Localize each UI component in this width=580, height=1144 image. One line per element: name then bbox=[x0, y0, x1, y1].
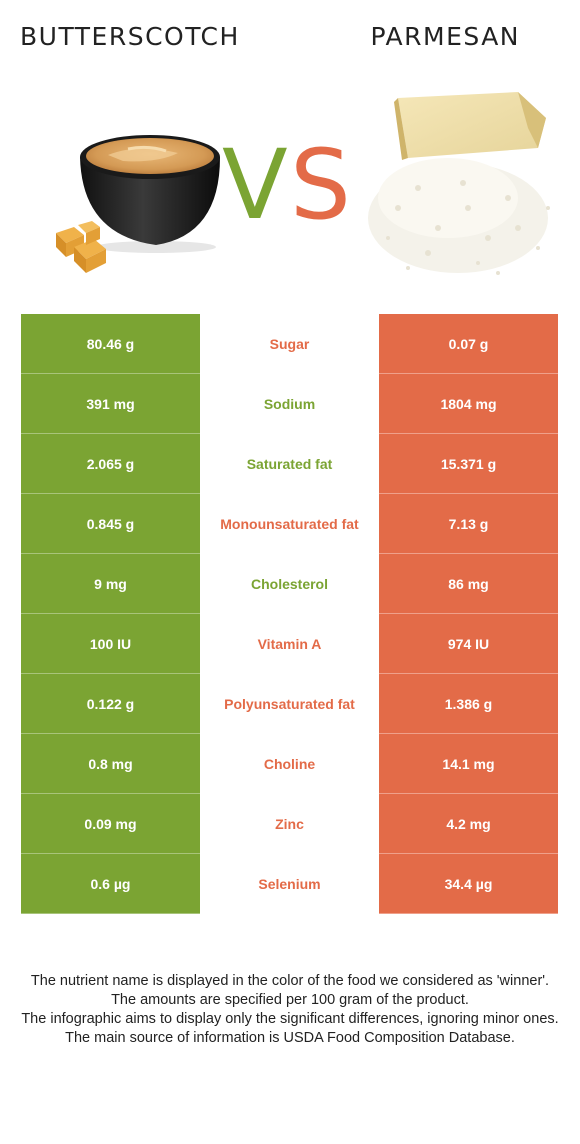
table-row: 0.6 µg Selenium 34.4 µg bbox=[21, 854, 558, 914]
parmesan-cheese-image bbox=[368, 92, 550, 275]
table-row: 2.065 g Saturated fat 15.371 g bbox=[21, 434, 558, 494]
footnote-line: The infographic aims to display only the… bbox=[21, 1011, 559, 1027]
table-row: 0.8 mg Choline 14.1 mg bbox=[21, 734, 558, 794]
vs-s-letter: S bbox=[290, 129, 351, 241]
table-row: 0.845 g Monounsaturated fat 7.13 g bbox=[21, 494, 558, 554]
right-value-cell: 1804 mg bbox=[379, 374, 558, 434]
left-value-cell: 0.09 mg bbox=[21, 794, 200, 854]
nutrient-name-cell: Choline bbox=[200, 734, 379, 794]
left-value-cell: 0.845 g bbox=[21, 494, 200, 554]
right-value-cell: 86 mg bbox=[379, 554, 558, 614]
table-row: 80.46 g Sugar 0.07 g bbox=[21, 314, 558, 374]
table-row: 9 mg Cholesterol 86 mg bbox=[21, 554, 558, 614]
left-value-cell: 100 IU bbox=[21, 614, 200, 674]
right-value-cell: 0.07 g bbox=[379, 314, 558, 374]
right-value-cell: 14.1 mg bbox=[379, 734, 558, 794]
right-value-cell: 4.2 mg bbox=[379, 794, 558, 854]
nutrient-name-cell: Cholesterol bbox=[200, 554, 379, 614]
footnote-line: The nutrient name is displayed in the co… bbox=[30, 973, 550, 989]
left-value-cell: 0.6 µg bbox=[21, 854, 200, 914]
left-food-title: BUTTERSCOTCH bbox=[20, 22, 240, 51]
nutrient-name-cell: Saturated fat bbox=[200, 434, 379, 494]
right-value-cell: 1.386 g bbox=[379, 674, 558, 734]
footnote-line: The amounts are specified per 100 gram o… bbox=[111, 992, 469, 1008]
footnote-line: The main source of information is USDA F… bbox=[65, 1030, 515, 1046]
table-row: 100 IU Vitamin A 974 IU bbox=[21, 614, 558, 674]
nutrient-name-cell: Vitamin A bbox=[200, 614, 379, 674]
nutrient-name-cell: Zinc bbox=[200, 794, 379, 854]
vs-v-letter: V bbox=[222, 129, 288, 241]
right-value-cell: 15.371 g bbox=[379, 434, 558, 494]
vs-label: V S bbox=[222, 135, 352, 235]
nutrient-name-cell: Polyunsaturated fat bbox=[200, 674, 379, 734]
nutrient-name-cell: Sodium bbox=[200, 374, 379, 434]
butterscotch-bowl-image bbox=[56, 135, 220, 273]
left-value-cell: 0.122 g bbox=[21, 674, 200, 734]
right-value-cell: 974 IU bbox=[379, 614, 558, 674]
nutrient-name-cell: Selenium bbox=[200, 854, 379, 914]
right-value-cell: 34.4 µg bbox=[379, 854, 558, 914]
left-value-cell: 0.8 mg bbox=[21, 734, 200, 794]
left-value-cell: 80.46 g bbox=[21, 314, 200, 374]
table-row: 0.122 g Polyunsaturated fat 1.386 g bbox=[21, 674, 558, 734]
left-value-cell: 391 mg bbox=[21, 374, 200, 434]
table-row: 391 mg Sodium 1804 mg bbox=[21, 374, 558, 434]
nutrient-comparison-table: 80.46 g Sugar 0.07 g 391 mg Sodium 1804 mg 2.0… bbox=[21, 314, 558, 914]
left-value-cell: 9 mg bbox=[21, 554, 200, 614]
right-value-cell: 7.13 g bbox=[379, 494, 558, 554]
footnote: The nutrient name is displayed in the co… bbox=[15, 972, 565, 1048]
nutrient-name-cell: Sugar bbox=[200, 314, 379, 374]
left-value-cell: 2.065 g bbox=[21, 434, 200, 494]
right-food-title: PARMESAN bbox=[370, 22, 520, 51]
table-row: 0.09 mg Zinc 4.2 mg bbox=[21, 794, 558, 854]
nutrient-name-cell: Monounsaturated fat bbox=[200, 494, 379, 554]
